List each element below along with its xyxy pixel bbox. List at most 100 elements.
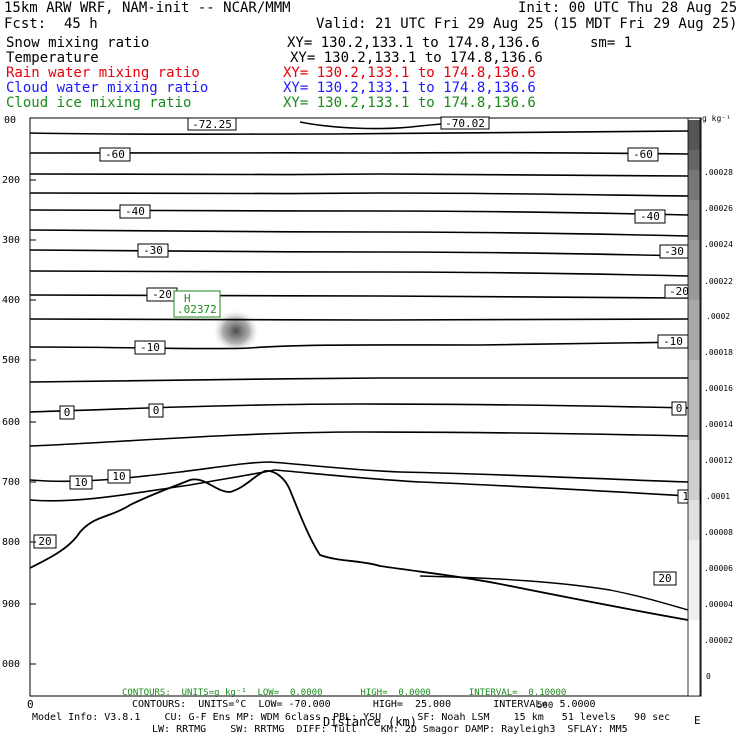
colorbar-tick: .00002	[704, 636, 733, 645]
model-title: 15km ARW WRF, NAM-init -- NCAR/MMM	[4, 0, 291, 16]
colorbar-tick: .00024	[704, 240, 733, 249]
field-xy-rain: XY= 130.2,133.1 to 174.8,136.6	[283, 65, 536, 81]
contour-line	[29, 173, 689, 177]
y-tick: 800	[2, 537, 20, 548]
svg-text:20: 20	[38, 535, 51, 548]
forecast-label: Fcst:	[4, 16, 47, 32]
contour-label-group: -72.25 -70.02 -60 -60 -40 -40 -30 -30 -2…	[33, 116, 701, 586]
contour-label: 20	[653, 571, 677, 586]
forecast-hour: 45 h	[64, 16, 98, 32]
contour-label: 10	[69, 475, 93, 490]
colorbar-tick: .00022	[704, 277, 733, 286]
svg-text:20: 20	[658, 572, 671, 585]
contour-label: 0	[59, 405, 75, 420]
contour-line	[29, 377, 688, 383]
x-axis-start: 0	[27, 698, 34, 711]
terrain-profile	[29, 470, 689, 621]
y-tick: 000	[2, 659, 20, 670]
contour-line	[29, 270, 689, 277]
contour-label: 0	[148, 403, 164, 418]
contour-line	[29, 249, 689, 257]
colorbar-tick: .00026	[704, 204, 733, 213]
contour-label: -60	[99, 147, 131, 162]
svg-text:-60: -60	[633, 148, 653, 161]
contour-label: -20	[146, 287, 178, 302]
y-tick: 00	[4, 115, 16, 126]
contour-line	[29, 229, 689, 237]
contour-line	[29, 403, 689, 413]
x-axis-end: E	[694, 714, 701, 727]
field-xy-snow: XY= 130.2,133.1 to 174.8,136.6	[287, 35, 540, 51]
cloud-ice-high-marker: H .02372	[173, 290, 221, 318]
y-tick: 900	[2, 599, 20, 610]
y-tick: 600	[2, 417, 20, 428]
colorbar-unit: g kg⁻¹	[702, 114, 731, 123]
svg-text:-40: -40	[640, 210, 660, 223]
y-tick: 200	[2, 175, 20, 186]
x-axis-mid-tick: 500	[537, 701, 553, 711]
contours-info-cloud-ice: CONTOURS: UNITS=g kg⁻¹ LOW= 0.0000 HIGH=…	[122, 688, 567, 698]
field-name-temperature: Temperature	[6, 50, 99, 66]
contour-line	[29, 341, 689, 350]
contour-line	[29, 469, 689, 502]
contour-label: -40	[119, 204, 151, 219]
field-xy-cloud-ice: XY= 130.2,133.1 to 174.8,136.6	[283, 95, 536, 111]
colorbar-tick: .00006	[704, 564, 733, 573]
field-name-rain: Rain water mixing ratio	[6, 65, 200, 81]
contour-line	[419, 575, 689, 611]
colorbar-tick: .0002	[706, 312, 730, 321]
colorbar-tick: .0001	[706, 492, 730, 501]
contour-line	[29, 192, 689, 197]
colorbar-tick: .00012	[704, 456, 733, 465]
colorbar-tick: .00018	[704, 348, 733, 357]
contour-label: -40	[634, 209, 666, 224]
field-name-snow: Snow mixing ratio	[6, 35, 150, 51]
contour-label: -30	[659, 244, 689, 259]
contour-label: 10	[107, 469, 131, 484]
high-marker-value: .02372	[177, 303, 217, 316]
svg-text:-60: -60	[105, 148, 125, 161]
contour-line	[29, 431, 689, 447]
contour-label: 20	[33, 534, 57, 549]
model-info-line-2: LW: RRTMG SW: RRTMG DIFF: full KM: 2D Sm…	[152, 724, 628, 735]
svg-text:-10: -10	[140, 341, 160, 354]
smoothing-value: sm= 1	[590, 35, 633, 51]
contour-label: -30	[137, 243, 169, 258]
contour-label: -72.25	[187, 117, 237, 131]
y-tick: 300	[2, 235, 20, 246]
colorbar-tick: .00004	[704, 600, 733, 609]
svg-text:-20: -20	[669, 285, 689, 298]
field-xy-cloud-water: XY= 130.2,133.1 to 174.8,136.6	[283, 80, 536, 96]
y-tick: 500	[2, 355, 20, 366]
contour-line	[29, 461, 689, 483]
svg-text:0: 0	[153, 404, 160, 417]
x-axis-title: Distance (km)	[323, 715, 417, 729]
y-tick: 700	[2, 477, 20, 488]
model-info-line-1: Model Info: V3.8.1 CU: G-F Ens MP: WDM 6…	[32, 712, 671, 723]
contour-line	[29, 318, 689, 321]
isotherm-contours	[29, 121, 689, 502]
y-axis-ticks: 00 200 300 400 500 600 700 800 900 000	[2, 115, 36, 670]
svg-text:-30: -30	[664, 245, 684, 258]
svg-text:-40: -40	[125, 205, 145, 218]
contour-line	[29, 130, 689, 136]
high-marker-label: H	[184, 292, 191, 305]
colorbar-tick: .00014	[704, 420, 733, 429]
contour-label: -70.02	[440, 116, 490, 130]
svg-text:-20: -20	[152, 288, 172, 301]
colorbar-tick: .00016	[704, 384, 733, 393]
field-name-cloud-water: Cloud water mixing ratio	[6, 80, 209, 96]
init-time: Init: 00 UTC Thu 28 Aug 25	[518, 0, 738, 16]
colorbar-tick: .00028	[704, 168, 733, 177]
colorbar-tick: 0	[706, 672, 711, 681]
svg-text:0: 0	[676, 402, 683, 415]
contour-line	[29, 294, 689, 299]
svg-text:-10: -10	[663, 335, 683, 348]
contour-label: -10	[134, 340, 166, 355]
contour-label: -60	[627, 147, 659, 162]
svg-text:0: 0	[64, 406, 71, 419]
field-name-cloud-ice: Cloud ice mixing ratio	[6, 95, 192, 111]
colorbar: g kg⁻¹ .00028 .00026 .00024 .00022 .0002…	[687, 114, 733, 697]
svg-text:-72.25: -72.25	[192, 118, 232, 131]
